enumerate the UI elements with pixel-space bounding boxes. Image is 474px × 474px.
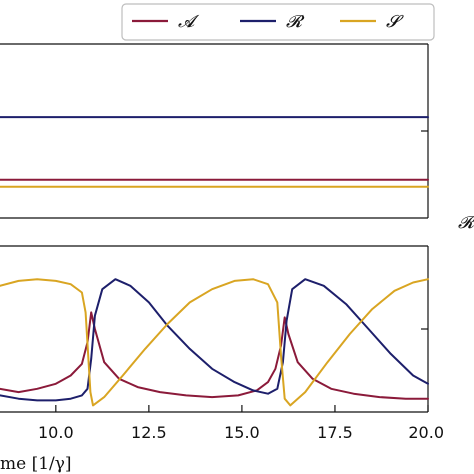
legend-box (121, 3, 435, 41)
x-tick-label-4: 17.5 (317, 423, 353, 442)
x-tick-label-2: 12.5 (131, 423, 167, 442)
top-panel-series (0, 116, 429, 188)
right-edge-label: 𝓡 (458, 213, 474, 233)
legend-label-2: 𝓡 (286, 12, 305, 32)
x-axis-label: me [1/γ] (0, 454, 72, 474)
bottom-panel-x-ticks (55, 405, 429, 412)
bottom-panel-series (0, 278, 429, 407)
bottom-series-line-3 (0, 278, 429, 407)
top-panel (0, 43, 429, 219)
x-tick-label-3: 15.0 (224, 423, 260, 442)
bottom-series-line-2 (0, 278, 429, 402)
bottom-panel-x-tick-labels: 10.0 12.5 15.0 17.5 20.0 (38, 423, 444, 442)
bottom-series-line-1 (0, 311, 429, 400)
x-tick-label-1: 10.0 (38, 423, 74, 442)
x-tick-label-5: 20.0 (408, 423, 444, 442)
bottom-panel: 10.0 12.5 15.0 17.5 20.0 me [1/γ] (0, 245, 444, 474)
